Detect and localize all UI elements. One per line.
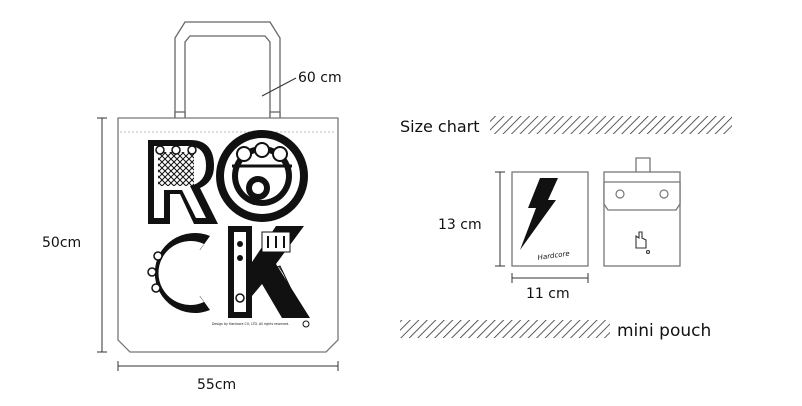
- hand-gesture-icon: [635, 231, 651, 255]
- pouch-back: [603, 157, 681, 267]
- bag-height-label: 50cm: [42, 235, 81, 251]
- mini-pouch-caption: mini pouch: [617, 321, 711, 341]
- pouch-width-label: 11 cm: [526, 286, 570, 302]
- rock-artwork: Design by Hardcore CO, LTD. All rights r…: [147, 130, 310, 328]
- letter-r: [148, 140, 218, 224]
- copyright-text: Design by Hardcore CO, LTD. All rights r…: [212, 322, 289, 326]
- bag-handle: [174, 21, 281, 123]
- pouch-front: Hardcore: [511, 171, 589, 267]
- letter-c: [147, 233, 210, 314]
- height-dimension: [97, 117, 107, 353]
- size-chart: Size chart Hardcore 13 cm: [400, 116, 732, 341]
- letter-k: [228, 226, 310, 318]
- handle-length-label: 60 cm: [298, 70, 342, 86]
- bag-width-label: 55cm: [197, 377, 236, 393]
- size-chart-title: Size chart: [400, 117, 480, 136]
- lightning-bolt-icon: [520, 178, 558, 250]
- caption-hatch-bar: [400, 320, 610, 338]
- pouch-height-dimension: [495, 171, 505, 267]
- tote-bag: Design by Hardcore CO, LTD. All rights r…: [42, 21, 342, 393]
- copyright-mark-icon: [302, 320, 310, 328]
- pouch-height-label: 13 cm: [438, 217, 482, 233]
- handle-dimension: 60 cm: [261, 70, 342, 97]
- title-hatch-bar: [490, 116, 732, 134]
- pouch-width-dimension: [511, 273, 589, 283]
- width-dimension: [117, 361, 339, 371]
- letter-o: [216, 130, 308, 222]
